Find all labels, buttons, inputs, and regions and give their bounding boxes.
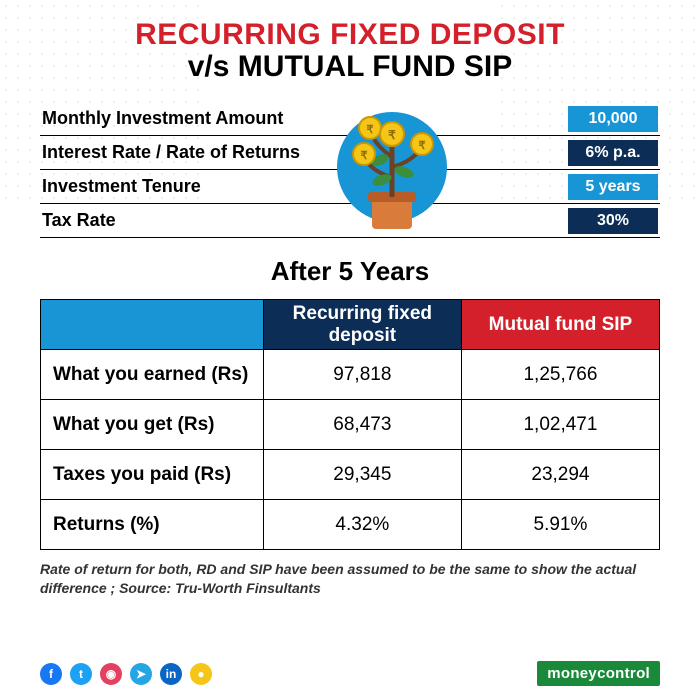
cell-sip: 1,25,766 xyxy=(461,350,659,400)
param-value: 10,000 xyxy=(568,106,658,132)
title-vs: v/s xyxy=(188,50,238,83)
footer: f t ◉ ➤ in ● moneycontrol xyxy=(40,661,660,686)
table-row: What you earned (Rs) 97,818 1,25,766 xyxy=(41,350,660,400)
row-label: Taxes you paid (Rs) xyxy=(41,450,264,500)
cell-sip: 23,294 xyxy=(461,450,659,500)
cell-sip: 1,02,471 xyxy=(461,400,659,450)
param-value: 30% xyxy=(568,208,658,234)
table-header-row: Recurring fixed deposit Mutual fund SIP xyxy=(41,300,660,350)
row-label: Returns (%) xyxy=(41,500,264,550)
table-row: Taxes you paid (Rs) 29,345 23,294 xyxy=(41,450,660,500)
cell-rd: 4.32% xyxy=(263,500,461,550)
table-corner xyxy=(41,300,264,350)
svg-text:₹: ₹ xyxy=(419,140,426,152)
brand-logo: moneycontrol xyxy=(537,661,660,686)
telegram-icon[interactable]: ➤ xyxy=(130,663,152,685)
table-row: Returns (%) 4.32% 5.91% xyxy=(41,500,660,550)
money-plant-icon: ₹ ₹ ₹ ₹ xyxy=(322,92,462,247)
cell-rd: 68,473 xyxy=(263,400,461,450)
cell-rd: 97,818 xyxy=(263,350,461,400)
parameters-block: ₹ ₹ ₹ ₹ Monthly Investment Amount 10,000… xyxy=(40,102,660,238)
param-value: 5 years xyxy=(568,174,658,200)
svg-text:₹: ₹ xyxy=(361,150,368,162)
svg-text:₹: ₹ xyxy=(388,128,396,142)
twitter-icon[interactable]: t xyxy=(70,663,92,685)
cell-sip: 5.91% xyxy=(461,500,659,550)
title-line2: v/s MUTUAL FUND SIP xyxy=(40,50,660,84)
row-label: What you earned (Rs) xyxy=(41,350,264,400)
other-icon[interactable]: ● xyxy=(190,663,212,685)
param-label: Investment Tenure xyxy=(40,176,568,197)
row-label: What you get (Rs) xyxy=(41,400,264,450)
param-label: Tax Rate xyxy=(40,210,568,231)
svg-text:₹: ₹ xyxy=(367,124,374,136)
param-value: 6% p.a. xyxy=(568,140,658,166)
facebook-icon[interactable]: f xyxy=(40,663,62,685)
social-icons: f t ◉ ➤ in ● xyxy=(40,663,212,685)
title-line1: RECURRING FIXED DEPOSIT xyxy=(40,18,660,52)
instagram-icon[interactable]: ◉ xyxy=(100,663,122,685)
table-row: What you get (Rs) 68,473 1,02,471 xyxy=(41,400,660,450)
title-main2: MUTUAL FUND SIP xyxy=(238,50,512,83)
linkedin-icon[interactable]: in xyxy=(160,663,182,685)
column-rd: Recurring fixed deposit xyxy=(263,300,461,350)
infographic-content: RECURRING FIXED DEPOSIT v/s MUTUAL FUND … xyxy=(0,0,700,598)
column-sip: Mutual fund SIP xyxy=(461,300,659,350)
subtitle: After 5 Years xyxy=(40,256,660,287)
footnote: Rate of return for both, RD and SIP have… xyxy=(40,560,660,598)
param-label: Monthly Investment Amount xyxy=(40,108,568,129)
cell-rd: 29,345 xyxy=(263,450,461,500)
param-label: Interest Rate / Rate of Returns xyxy=(40,142,568,163)
comparison-table: Recurring fixed deposit Mutual fund SIP … xyxy=(40,299,660,550)
